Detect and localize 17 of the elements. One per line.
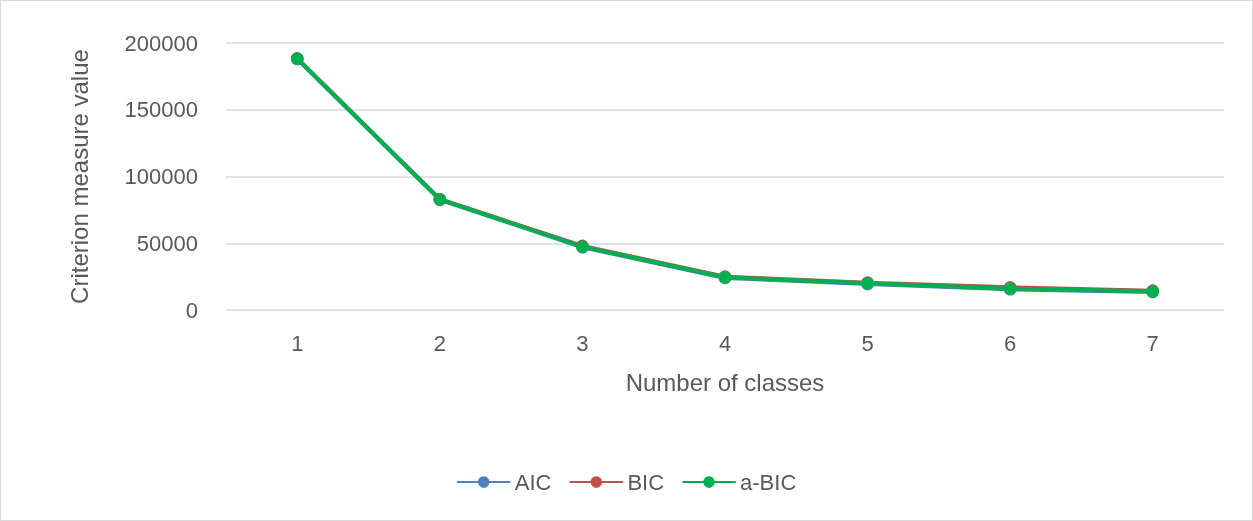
x-tick-label: 3 bbox=[576, 330, 589, 356]
x-tick-label: 5 bbox=[861, 330, 874, 356]
x-tick-label: 6 bbox=[1004, 330, 1017, 356]
y-tick-label: 0 bbox=[185, 297, 198, 323]
y-axis-title: Criterion measure value bbox=[65, 49, 93, 304]
y-tick-label: 100000 bbox=[124, 164, 198, 189]
legend-label: AIC bbox=[514, 469, 552, 495]
x-axis-title: Number of classes bbox=[625, 368, 825, 396]
x-tick-label: 7 bbox=[1146, 330, 1159, 356]
x-tick-label: 2 bbox=[433, 330, 446, 356]
x-tick-label: 1 bbox=[291, 330, 304, 356]
y-tick-label: 200000 bbox=[124, 30, 198, 56]
y-tick-label: 150000 bbox=[124, 97, 198, 123]
x-tick-label: 4 bbox=[718, 330, 732, 356]
y-tick-label: 50000 bbox=[136, 230, 198, 256]
legend-label: BIC bbox=[627, 469, 665, 495]
legend-label: a-BIC bbox=[740, 469, 797, 495]
